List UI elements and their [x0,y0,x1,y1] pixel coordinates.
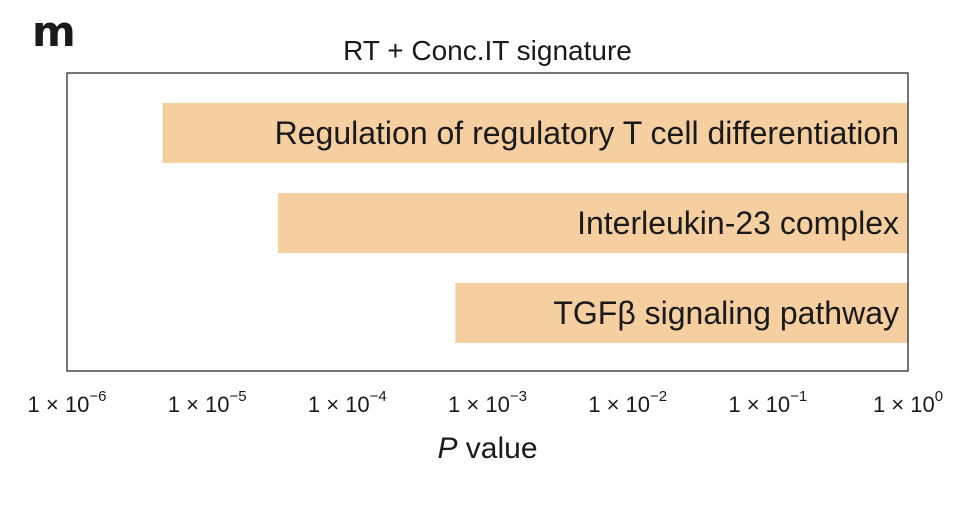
x-tick-label-4: 1 × 10−2 [588,388,667,417]
x-axis-label-italic: P [437,432,457,465]
x-tick-base: 1 × 10 [28,392,90,417]
bar-label-1: Interleukin-23 complex [577,205,899,241]
x-tick-label-3: 1 × 10−3 [448,388,527,417]
bar-1 [277,193,908,253]
x-tick-label-6: 1 × 100 [873,388,943,417]
x-tick-exponent: −2 [650,388,667,405]
x-tick-exponent: −3 [510,388,527,405]
panel-letter: m [32,7,76,56]
x-tick-base: 1 × 10 [728,392,790,417]
x-tick-exponent: −1 [790,388,807,405]
plot-frame [66,72,909,372]
x-tick-base: 1 × 10 [448,392,510,417]
x-tick-label-2: 1 × 10−4 [308,388,387,417]
x-tick-exponent: −6 [89,388,106,405]
bar-2 [455,283,908,343]
chart-title: RT + Conc.IT signature [343,35,632,66]
bar-label-0: Regulation of regulatory T cell differen… [275,115,899,151]
x-tick-base: 1 × 10 [873,392,935,417]
bars-layer: Regulation of regulatory T cell differen… [162,103,909,343]
x-tick-label-0: 1 × 10−6 [28,388,107,417]
bar-0 [162,103,909,163]
x-tick-exponent: −4 [370,388,387,405]
x-axis-label-rest: value [457,432,537,465]
x-axis-ticks: 1 × 10−6 1 × 10−5 1 × 10−4 1 × 10−3 1 × 10−2… [28,388,944,417]
x-tick-label-1: 1 × 10−5 [168,388,247,417]
x-tick-base: 1 × 10 [308,392,370,417]
x-tick-base: 1 × 10 [588,392,650,417]
x-tick-exponent: 0 [935,388,943,405]
bar-label-2: TGFβ signaling pathway [553,295,899,331]
x-axis-label: P value [437,432,537,465]
x-tick-base: 1 × 10 [168,392,230,417]
x-tick-exponent: −5 [230,388,247,405]
x-tick-label-5: 1 × 10−1 [728,388,807,417]
